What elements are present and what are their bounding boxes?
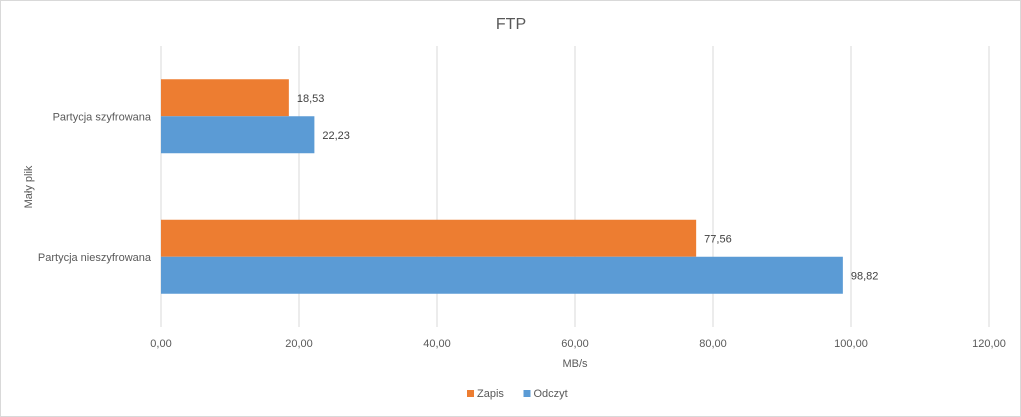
gridlines (160, 46, 990, 327)
x-tick-label: 40,00 (423, 338, 451, 350)
data-label: 22,23 (322, 130, 350, 142)
x-tick-label: 80,00 (699, 338, 727, 350)
x-tick-label: 60,00 (561, 338, 589, 350)
legend-swatch (523, 390, 531, 397)
y-group-label: Mały plik (23, 165, 35, 208)
data-label: 98,82 (851, 270, 879, 282)
x-axis-title: MB/s (562, 358, 588, 370)
data-label: 77,56 (704, 233, 732, 245)
legend: Zapis Odczyt (467, 388, 568, 400)
bar-odczyt (161, 116, 315, 154)
chart-title: FTP (496, 16, 526, 33)
x-tick-label: 0,00 (150, 338, 171, 350)
x-tick-labels: 0,00 20,00 40,00 60,00 80,00 100,00 120,00 (150, 338, 1006, 350)
bar-zapis (161, 219, 697, 257)
bar-zapis (161, 79, 289, 117)
category-label: Partycja nieszyfrowana (38, 252, 152, 264)
x-tick-label: 20,00 (285, 338, 313, 350)
legend-swatch (467, 390, 474, 397)
bar-odczyt (161, 256, 843, 294)
category-labels: Partycja szyfrowana Partycja nieszyfrowan… (38, 111, 152, 264)
data-label: 18,53 (297, 93, 325, 105)
category-label: Partycja szyfrowana (53, 111, 152, 123)
bars: 18,53 22,23 77,56 98,82 (161, 79, 878, 294)
legend-label: Zapis (477, 388, 504, 400)
legend-label: Odczyt (534, 388, 568, 400)
x-tick-label: 100,00 (834, 338, 868, 350)
x-tick-label: 120,00 (972, 338, 1006, 350)
